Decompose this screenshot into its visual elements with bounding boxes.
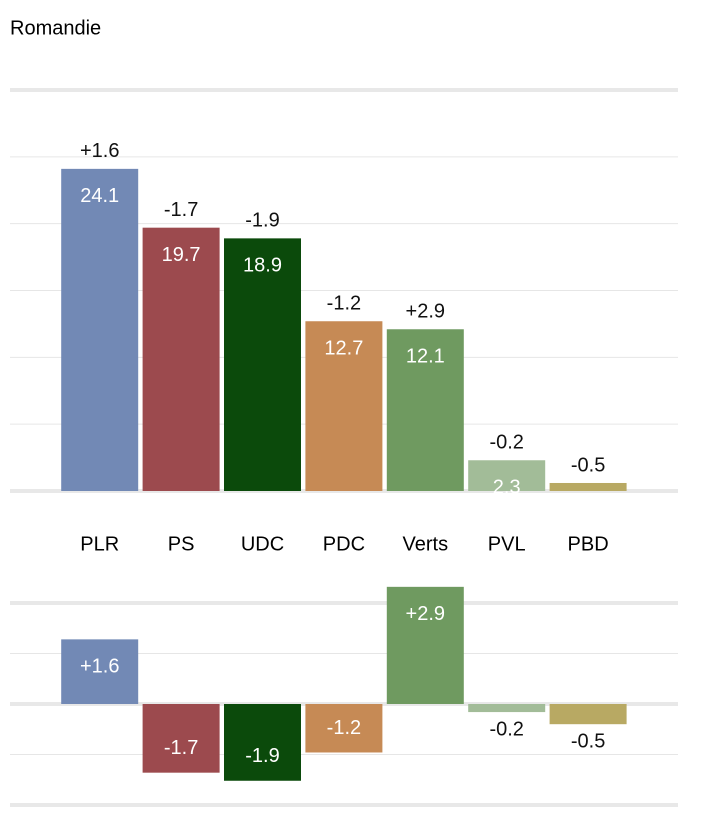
change-label: -1.2 — [327, 293, 361, 315]
bar — [305, 321, 383, 491]
bar — [142, 227, 220, 491]
x-tick-label: PLR — [80, 533, 119, 555]
change-label: +1.6 — [80, 140, 119, 162]
value-label: 24.1 — [80, 185, 119, 207]
x-tick-label: PBD — [568, 533, 609, 555]
change-label: -0.2 — [489, 432, 523, 454]
value-label: 12.1 — [406, 346, 445, 368]
bar — [224, 704, 301, 781]
value-label: -1.9 — [245, 745, 279, 767]
bar — [386, 586, 464, 704]
bar — [61, 168, 139, 491]
value-label: -0.2 — [489, 718, 523, 740]
bar — [142, 704, 220, 773]
chart-title: Romandie — [10, 17, 101, 39]
x-tick-label: Verts — [403, 533, 449, 555]
bar — [549, 482, 627, 491]
value-label: 18.9 — [243, 255, 282, 277]
change-label: -0.5 — [571, 454, 605, 476]
value-label: -0.5 — [571, 730, 605, 752]
x-tick-label: PVL — [488, 533, 526, 555]
value-label: +1.6 — [80, 656, 119, 678]
x-tick-label: PS — [168, 533, 195, 555]
change-label: +2.9 — [406, 301, 445, 323]
x-tick-label: PDC — [323, 533, 365, 555]
change-label: -1.9 — [245, 210, 279, 232]
bar — [61, 639, 139, 704]
value-label: -1.2 — [327, 717, 361, 739]
value-label: +2.9 — [406, 603, 445, 625]
bar — [386, 329, 464, 491]
bar — [224, 238, 301, 491]
bar — [468, 460, 546, 491]
bar — [468, 704, 546, 713]
value-label: 12.7 — [324, 338, 363, 360]
bar — [305, 704, 383, 753]
value-label: 19.7 — [162, 244, 201, 266]
value-label: -1.7 — [164, 737, 198, 759]
value-label: 2.3 — [493, 477, 521, 499]
bar — [549, 704, 627, 725]
change-label: -1.7 — [164, 199, 198, 221]
x-tick-label: UDC — [241, 533, 284, 555]
